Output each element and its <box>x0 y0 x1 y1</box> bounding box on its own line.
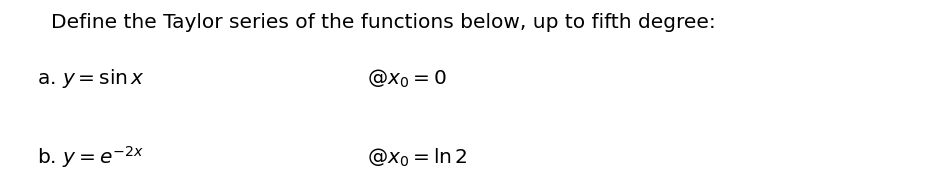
Text: $@x_0 = \ln 2$: $@x_0 = \ln 2$ <box>366 146 467 169</box>
Text: b. $y = e^{-2x}$: b. $y = e^{-2x}$ <box>37 145 144 170</box>
Text: a. $y = \sin x$: a. $y = \sin x$ <box>37 67 145 90</box>
Text: Define the Taylor series of the functions below, up to fifth degree:: Define the Taylor series of the function… <box>51 13 715 32</box>
Text: $@x_0 = 0$: $@x_0 = 0$ <box>366 68 446 90</box>
